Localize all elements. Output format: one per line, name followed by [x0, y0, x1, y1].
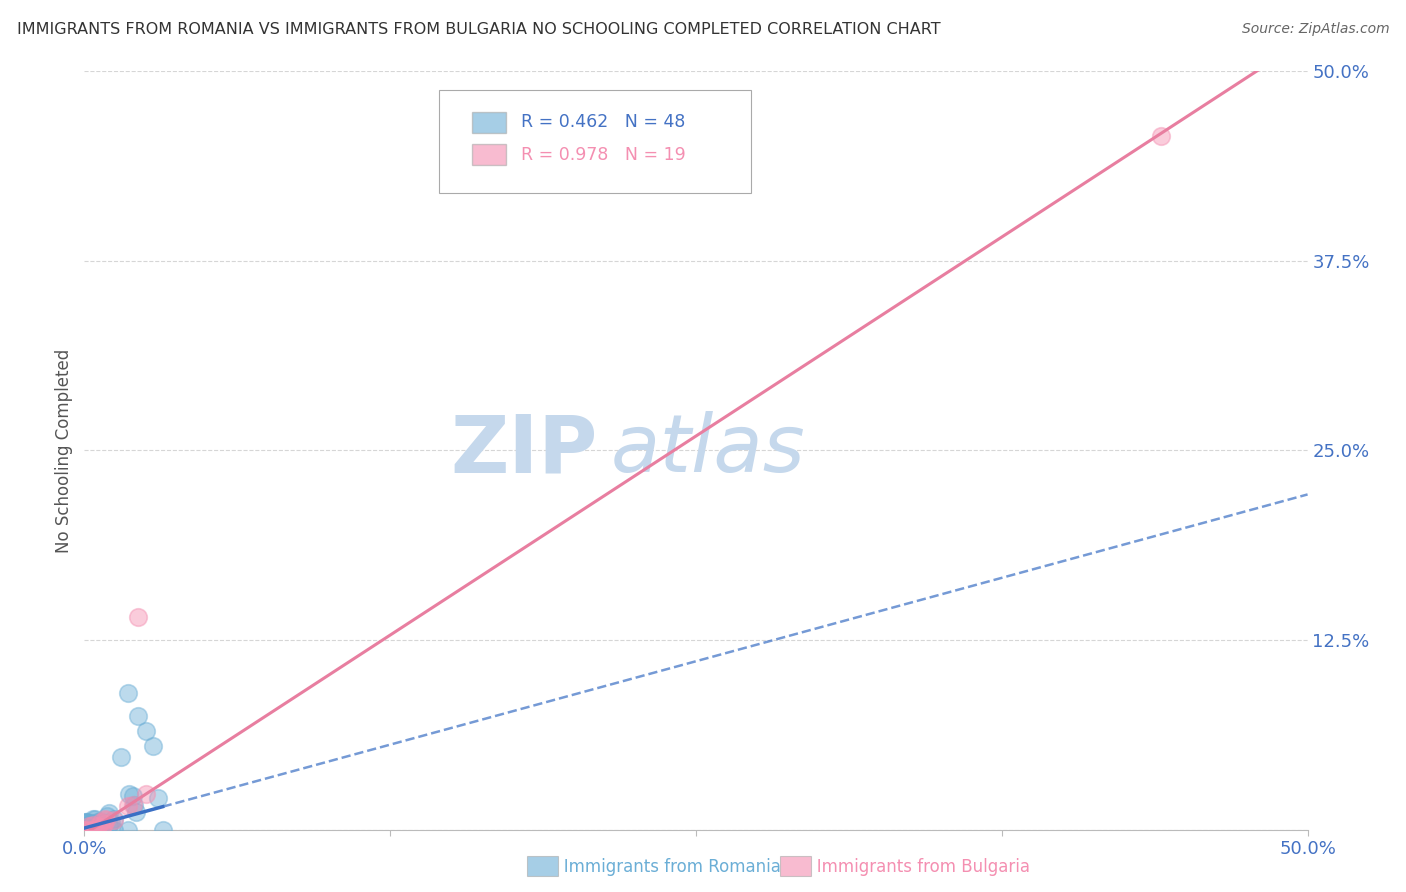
- Point: [75, 822, 97, 837]
- Point: [122, 789, 145, 803]
- Point: [87, 819, 110, 833]
- Point: [135, 787, 157, 801]
- Point: [122, 797, 145, 812]
- Point: [91, 814, 114, 829]
- Point: [96, 809, 118, 823]
- Point: [117, 686, 139, 700]
- Point: [79, 820, 101, 834]
- Point: [87, 815, 110, 830]
- Point: [87, 820, 110, 834]
- Text: R = 0.462   N = 48: R = 0.462 N = 48: [522, 113, 685, 131]
- Point: [127, 708, 149, 723]
- Point: [82, 816, 104, 830]
- Point: [97, 806, 120, 821]
- Point: [76, 822, 98, 836]
- Point: [100, 815, 122, 830]
- Point: [82, 817, 104, 831]
- Point: [76, 822, 98, 837]
- Point: [80, 822, 103, 837]
- Point: [76, 822, 98, 837]
- Point: [117, 822, 139, 837]
- Point: [73, 822, 96, 837]
- Text: Immigrants from Romania: Immigrants from Romania: [527, 858, 782, 876]
- FancyBboxPatch shape: [439, 90, 751, 193]
- Point: [76, 822, 98, 837]
- Bar: [472, 145, 506, 165]
- Point: [79, 822, 101, 837]
- Point: [125, 805, 148, 819]
- Point: [146, 791, 169, 805]
- Text: Immigrants from Bulgaria: Immigrants from Bulgaria: [780, 858, 1031, 876]
- Point: [127, 610, 149, 624]
- Point: [87, 822, 110, 837]
- Point: [93, 813, 115, 827]
- Point: [84, 812, 107, 826]
- Point: [103, 822, 125, 837]
- Point: [117, 798, 139, 813]
- Point: [86, 815, 108, 830]
- Point: [93, 817, 115, 831]
- Point: [84, 820, 107, 834]
- Point: [110, 749, 132, 764]
- Point: [1150, 128, 1173, 143]
- Text: atlas: atlas: [610, 411, 806, 490]
- Point: [87, 822, 110, 837]
- Point: [97, 818, 120, 832]
- Point: [79, 822, 101, 837]
- Text: Source: ZipAtlas.com: Source: ZipAtlas.com: [1241, 22, 1389, 37]
- Point: [117, 787, 139, 801]
- Point: [82, 813, 104, 827]
- Point: [79, 822, 101, 837]
- Point: [76, 822, 98, 837]
- Point: [122, 798, 145, 813]
- Text: ZIP: ZIP: [451, 411, 598, 490]
- Point: [73, 822, 96, 837]
- Point: [75, 814, 97, 829]
- Point: [91, 820, 114, 834]
- Point: [73, 816, 96, 830]
- Point: [77, 819, 100, 833]
- Point: [135, 724, 157, 739]
- Point: [73, 814, 96, 829]
- Point: [75, 820, 97, 834]
- Point: [103, 813, 125, 827]
- Text: R = 0.978   N = 19: R = 0.978 N = 19: [522, 145, 686, 164]
- Point: [76, 822, 98, 836]
- Text: IMMIGRANTS FROM ROMANIA VS IMMIGRANTS FROM BULGARIA NO SCHOOLING COMPLETED CORRE: IMMIGRANTS FROM ROMANIA VS IMMIGRANTS FR…: [17, 22, 941, 37]
- Point: [103, 812, 125, 826]
- Y-axis label: No Schooling Completed: No Schooling Completed: [55, 349, 73, 552]
- Point: [82, 822, 104, 837]
- Point: [76, 822, 98, 837]
- Point: [80, 815, 103, 830]
- Point: [90, 814, 112, 829]
- Point: [83, 822, 105, 837]
- Point: [94, 813, 117, 827]
- Bar: [472, 112, 506, 133]
- Point: [142, 739, 165, 753]
- Point: [152, 822, 174, 837]
- Point: [93, 815, 115, 830]
- Point: [76, 815, 98, 830]
- Point: [79, 822, 101, 837]
